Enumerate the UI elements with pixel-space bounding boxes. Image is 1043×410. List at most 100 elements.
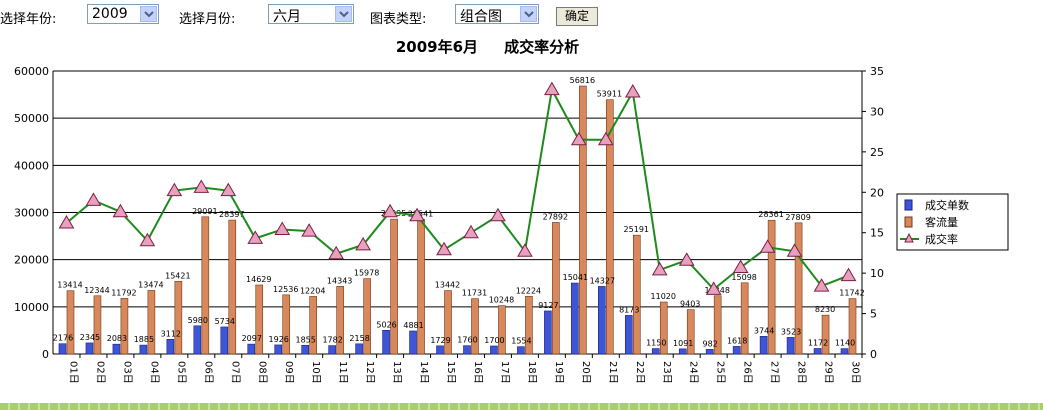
bar-orders xyxy=(193,325,202,355)
data-label-traffic: 12344 xyxy=(84,286,109,295)
data-label-traffic: 13442 xyxy=(435,281,460,290)
chevron-down-icon[interactable] xyxy=(335,6,352,22)
x-tick-label: 08日 xyxy=(256,361,267,384)
rate-marker xyxy=(813,278,830,292)
rate-marker xyxy=(463,224,479,239)
x-tick-label: 10日 xyxy=(310,361,321,384)
rate-marker xyxy=(732,259,749,273)
rate-marker xyxy=(490,207,506,222)
data-label-traffic: 29091 xyxy=(192,207,217,216)
bar-orders xyxy=(813,348,822,355)
x-tick-label: 02日 xyxy=(94,361,105,384)
data-label-orders: 2345 xyxy=(80,333,100,342)
bottom-divider xyxy=(0,403,1043,410)
bar-traffic xyxy=(174,280,183,355)
data-label-traffic: 13414 xyxy=(57,281,82,290)
y-right-tick-label: 10 xyxy=(870,267,884,280)
data-label-traffic: 13474 xyxy=(138,280,163,289)
data-label-orders: 1140 xyxy=(835,339,855,348)
rate-marker xyxy=(651,261,668,276)
rate-marker xyxy=(85,192,102,206)
legend-marker-rate xyxy=(904,232,914,243)
rate-marker xyxy=(112,203,129,218)
legend-label-traffic: 客流量 xyxy=(925,215,958,229)
bar-traffic xyxy=(147,290,156,355)
bar-orders xyxy=(85,342,94,355)
x-tick-label: 21日 xyxy=(607,361,618,384)
data-label-traffic: 11731 xyxy=(462,289,487,298)
bar-traffic xyxy=(66,290,75,355)
x-tick-label: 04日 xyxy=(148,361,159,384)
rate-marker xyxy=(166,182,183,197)
data-label-orders: 1172 xyxy=(808,338,828,347)
data-label-traffic: 11020 xyxy=(651,292,676,301)
x-tick-label: 23日 xyxy=(661,361,672,384)
rate-marker xyxy=(597,131,614,146)
bar-orders xyxy=(274,344,283,355)
month-label: 选择月份: xyxy=(179,12,236,27)
rate-marker xyxy=(705,281,722,295)
confirm-button[interactable]: 确定 xyxy=(556,7,598,26)
data-label-traffic: 10248 xyxy=(489,296,514,305)
y-left-tick-label: 40000 xyxy=(14,159,49,172)
data-label-traffic: 27809 xyxy=(785,213,810,222)
y-right-tick-label: 15 xyxy=(870,227,884,240)
rate-marker xyxy=(436,241,452,256)
data-label-traffic: 8230 xyxy=(815,305,835,314)
bar-orders xyxy=(436,345,444,355)
data-label-orders: 1855 xyxy=(296,335,316,344)
rate-marker xyxy=(382,203,398,218)
bar-traffic xyxy=(740,282,749,355)
month-select[interactable]: 六月 xyxy=(268,4,354,25)
bar-orders xyxy=(624,315,633,355)
bar-traffic xyxy=(579,85,587,355)
x-tick-label: 20日 xyxy=(580,361,591,384)
legend-swatch-traffic xyxy=(904,216,913,228)
data-label-traffic: 28397 xyxy=(219,210,244,219)
bar-orders xyxy=(786,337,795,355)
year-select[interactable]: 2009 xyxy=(87,4,159,24)
x-tick-label: 01日 xyxy=(67,361,78,384)
data-label-orders: 2158 xyxy=(349,334,369,343)
x-tick-label: 11日 xyxy=(337,361,348,384)
bar-orders xyxy=(571,282,579,355)
chevron-down-icon[interactable] xyxy=(140,6,157,22)
x-tick-label: 27日 xyxy=(769,361,780,384)
bar-orders xyxy=(112,343,121,355)
x-tick-label: 15日 xyxy=(445,361,456,384)
bar-traffic xyxy=(201,216,210,355)
month-select-value: 六月 xyxy=(273,9,301,25)
data-label-orders: 5026 xyxy=(376,320,396,329)
bar-orders xyxy=(544,310,552,355)
x-tick-label: 09日 xyxy=(283,361,294,384)
bar-traffic xyxy=(120,298,129,355)
legend-box xyxy=(896,193,1009,251)
bar-traffic xyxy=(606,99,614,355)
bar-orders xyxy=(759,336,768,355)
bar-traffic xyxy=(282,294,291,355)
y-right-tick-label: 0 xyxy=(870,348,877,361)
data-label-traffic: 12224 xyxy=(516,286,541,295)
data-label-orders: 1091 xyxy=(673,339,693,348)
bar-traffic xyxy=(632,234,641,355)
charttype-select[interactable]: 组合图 xyxy=(455,4,539,25)
data-label-orders: 2176 xyxy=(53,334,73,343)
y-right-tick-label: 35 xyxy=(870,65,884,78)
rate-marker xyxy=(274,221,291,235)
x-tick-label: 12日 xyxy=(364,361,375,384)
y-right-tick-label: 5 xyxy=(870,308,877,321)
bar-traffic xyxy=(686,309,695,355)
rate-marker xyxy=(247,230,264,244)
bar-traffic xyxy=(498,305,506,355)
bar-traffic xyxy=(848,298,857,355)
y-left-tick-label: 20000 xyxy=(14,254,49,267)
bar-traffic xyxy=(444,290,452,355)
data-label-orders: 15041 xyxy=(563,273,588,282)
bar-orders xyxy=(732,346,741,355)
rate-marker xyxy=(624,84,641,98)
y-left-tick-label: 60000 xyxy=(14,65,49,78)
data-label-orders: 3112 xyxy=(161,329,181,338)
chevron-down-icon[interactable] xyxy=(520,6,537,22)
data-label-orders: 1700 xyxy=(484,336,504,345)
rate-marker xyxy=(301,223,318,237)
